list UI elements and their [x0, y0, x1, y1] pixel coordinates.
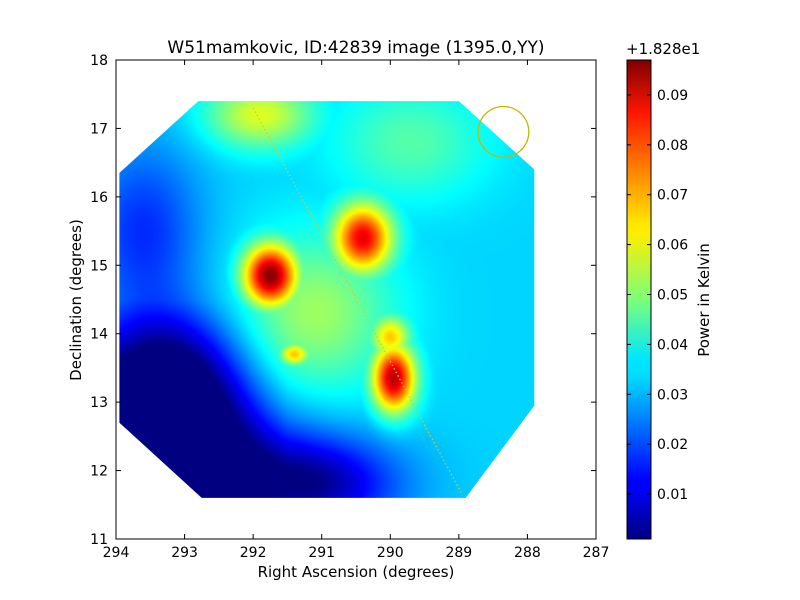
colorbar [627, 60, 651, 539]
colorbar-tick-label: 0.03 [657, 387, 688, 403]
colorbar-tick-label: 0.04 [657, 337, 688, 353]
colorbar-tick-label: 0.08 [657, 138, 688, 154]
colorbar-offset: +1.828e1 [626, 40, 700, 58]
colorbar-label: Power in Kelvin [695, 243, 713, 357]
plot-frame [115, 59, 597, 540]
y-tick-label: 13 [90, 395, 108, 411]
y-tick-label: 15 [90, 258, 108, 274]
colorbar-tick-label: 0.07 [657, 188, 688, 204]
y-tick-label: 14 [90, 327, 108, 343]
x-axis-label: Right Ascension (degrees) [258, 563, 455, 581]
y-tick-label: 16 [90, 190, 108, 206]
heatmap-raster [119, 101, 535, 498]
galactic-plane-line [252, 107, 463, 495]
colorbar-tick-label: 0.02 [657, 437, 688, 453]
x-axis-ticks: 294 293 292 291 290 289 288 287 [103, 60, 610, 561]
x-tick-label: 291 [308, 545, 335, 561]
y-tick-label: 11 [90, 532, 108, 548]
chart-title: W51mamkovic, ID:42839 image (1395.0,YY) [167, 38, 544, 58]
colorbar-tick-label: 0.01 [657, 487, 688, 503]
x-tick-label: 290 [377, 545, 404, 561]
x-tick-label: 288 [514, 545, 541, 561]
y-tick-label: 18 [90, 53, 108, 69]
colorbar-tick-label: 0.09 [657, 88, 688, 104]
colorbar-frame [626, 59, 652, 540]
colorbar-ticks: 0.01 0.02 0.03 0.04 0.05 0.06 0.07 0.08 0.09 [627, 88, 688, 503]
colorbar-tick-label: 0.05 [657, 288, 688, 304]
map-image [119, 101, 535, 498]
x-tick-label: 287 [583, 545, 610, 561]
colorbar-tick-label: 0.06 [657, 238, 688, 254]
x-tick-label: 294 [103, 545, 130, 561]
y-axis-label: Declination (degrees) [67, 219, 85, 381]
y-tick-label: 17 [90, 121, 108, 137]
x-tick-label: 292 [240, 545, 267, 561]
x-tick-label: 293 [171, 545, 198, 561]
x-tick-label: 289 [445, 545, 472, 561]
y-axis-ticks: 11 12 13 14 15 16 17 18 [90, 53, 596, 548]
y-tick-label: 12 [90, 464, 108, 480]
beam-circle [477, 105, 530, 158]
